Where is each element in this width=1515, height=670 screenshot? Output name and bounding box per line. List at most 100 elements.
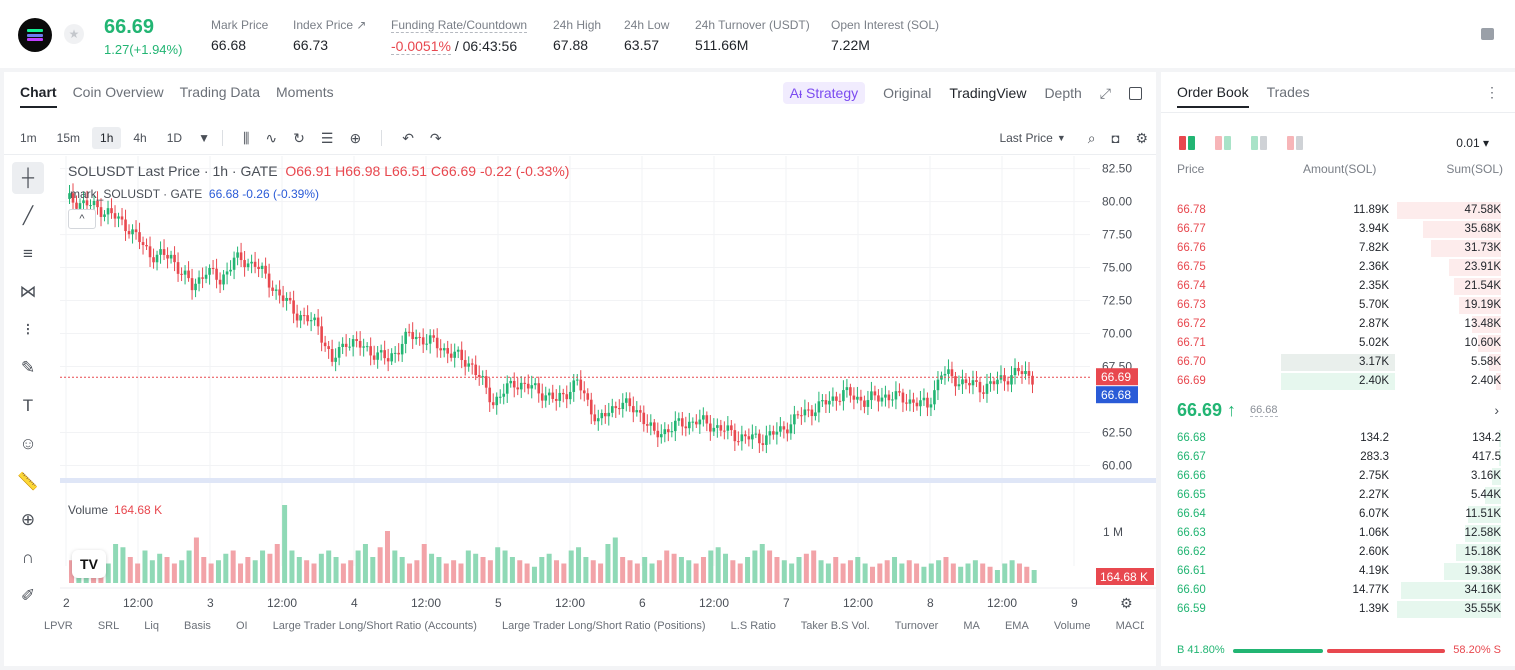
- timeframe-1d[interactable]: 1D: [166, 131, 183, 145]
- bid-row[interactable]: 66.59 1.39K 35.55K: [1161, 600, 1515, 619]
- tab-tradingview[interactable]: TradingView: [949, 85, 1027, 101]
- ask-row[interactable]: 66.73 5.70K 19.19K: [1161, 296, 1515, 315]
- indicator-ls-ratio[interactable]: L.S Ratio: [730, 620, 776, 632]
- tab-original[interactable]: Original: [883, 85, 932, 101]
- indicator-icon[interactable]: ∿: [265, 129, 278, 146]
- tab-chart[interactable]: Chart: [20, 84, 57, 108]
- ask-row[interactable]: 66.74 2.35K 21.54K: [1161, 277, 1515, 296]
- stat-funding-rate[interactable]: Funding Rate/Countdown -0.0051% / 06:43:…: [391, 18, 528, 55]
- candle-body: [274, 289, 278, 291]
- view-both-icon[interactable]: [1179, 136, 1195, 150]
- indicator-oi[interactable]: OI: [236, 620, 248, 632]
- indicator-large-trader-accounts[interactable]: Large Trader Long/Short Ratio (Accounts): [272, 620, 477, 632]
- zoom-in-icon[interactable]: ⊕: [20, 510, 36, 529]
- favorite-star-icon[interactable]: ★: [64, 24, 84, 44]
- replay-icon[interactable]: ↻: [293, 129, 305, 146]
- bid-row[interactable]: 66.66 2.75K 3.16K: [1161, 467, 1515, 486]
- timeframe-15m[interactable]: 15m: [56, 131, 81, 145]
- text-icon[interactable]: T: [22, 396, 34, 415]
- indicator-volume[interactable]: Volume: [1053, 620, 1091, 632]
- stat-mark-price: Mark Price 66.68: [211, 18, 269, 53]
- ask-row[interactable]: 66.78 11.89K 47.58K: [1161, 201, 1515, 220]
- candle-body: [99, 207, 103, 217]
- volume-bar: [384, 531, 390, 583]
- timeframe-4h[interactable]: 4h: [133, 131, 147, 145]
- bid-row[interactable]: 66.68 134.2 134.2: [1161, 429, 1515, 448]
- indicator-taker-bs-vol[interactable]: Taker B.S Vol.: [800, 620, 870, 632]
- candle-type-icon[interactable]: ⫼: [242, 129, 250, 146]
- redo-icon[interactable]: ↷: [429, 129, 442, 146]
- indicator-basis[interactable]: Basis: [184, 620, 211, 632]
- price-type-select[interactable]: Last Price: [999, 131, 1053, 145]
- search-icon[interactable]: ⌕: [1087, 129, 1096, 146]
- bid-row[interactable]: 66.63 1.06K 12.58K: [1161, 524, 1515, 543]
- indicator-srl[interactable]: SRL: [97, 620, 120, 632]
- collapse-legend-button[interactable]: ^: [68, 209, 96, 229]
- more-vertical-icon[interactable]: ⋮: [1485, 84, 1499, 100]
- tab-trading-data[interactable]: Trading Data: [179, 84, 261, 100]
- emoji-icon[interactable]: ☺: [19, 434, 37, 453]
- ask-row[interactable]: 66.75 2.36K 23.91K: [1161, 258, 1515, 277]
- timeframe-1m[interactable]: 1m: [20, 131, 37, 145]
- pattern-icon[interactable]: ⋈: [19, 282, 37, 301]
- horizontal-lines-icon[interactable]: ≡: [23, 244, 33, 263]
- layout-icon[interactable]: [1129, 86, 1142, 100]
- timeframe-1h[interactable]: 1h: [92, 127, 122, 149]
- strategy-button[interactable]: Aᵻ Strategy: [782, 82, 866, 104]
- gear-icon[interactable]: ⚙: [1135, 129, 1148, 146]
- indicator-turnover[interactable]: Turnover: [894, 620, 939, 632]
- ask-row[interactable]: 66.69 2.40K 2.40K: [1161, 372, 1515, 391]
- pencil-lock-icon[interactable]: ✐: [20, 586, 36, 605]
- undo-icon[interactable]: ↶: [402, 129, 414, 146]
- price-chart[interactable]: 82.5080.0077.5075.0072.5070.0067.5062.50…: [60, 156, 1156, 618]
- tab-depth[interactable]: Depth: [1044, 85, 1082, 101]
- candle-body: [306, 315, 309, 322]
- magnet-icon[interactable]: ∩: [21, 548, 35, 567]
- view-asks-bids-icon[interactable]: [1215, 136, 1231, 150]
- candle-body: [519, 382, 523, 390]
- timeframe-dropdown-icon[interactable]: ▼: [198, 131, 210, 145]
- bid-row[interactable]: 66.67 283.3 417.5: [1161, 448, 1515, 467]
- chevron-down-icon[interactable]: ▼: [1056, 133, 1066, 143]
- tab-order-book[interactable]: Order Book: [1177, 84, 1249, 108]
- indicator-ema[interactable]: EMA: [1004, 620, 1029, 632]
- ask-row[interactable]: 66.72 2.87K 13.48K: [1161, 315, 1515, 334]
- indicator-large-trader-positions[interactable]: Large Trader Long/Short Ratio (Positions…: [501, 620, 706, 632]
- fib-icon[interactable]: ⁝: [25, 320, 31, 339]
- ask-row[interactable]: 66.77 3.94K 35.68K: [1161, 220, 1515, 239]
- candle-body: [418, 336, 421, 338]
- book-icon[interactable]: [1481, 28, 1494, 40]
- view-bids-icon[interactable]: [1251, 136, 1267, 150]
- bid-row[interactable]: 66.64 6.07K 11.51K: [1161, 505, 1515, 524]
- chevron-right-icon[interactable]: ›: [1494, 402, 1499, 418]
- bid-row[interactable]: 66.65 2.27K 5.44K: [1161, 486, 1515, 505]
- stat-index-price[interactable]: Index Price ↗ 66.73: [293, 18, 367, 53]
- trendline-icon[interactable]: ╱: [22, 206, 34, 225]
- tab-coin-overview[interactable]: Coin Overview: [72, 84, 164, 100]
- tab-moments[interactable]: Moments: [276, 84, 334, 100]
- ask-row[interactable]: 66.76 7.82K 31.73K: [1161, 239, 1515, 258]
- ruler-icon[interactable]: 📏: [17, 472, 39, 491]
- indicator-ma[interactable]: MA: [963, 620, 980, 632]
- bid-row[interactable]: 66.61 4.19K 19.38K: [1161, 562, 1515, 581]
- brush-icon[interactable]: ✎: [20, 358, 36, 377]
- crosshair-icon[interactable]: ┼: [12, 162, 44, 194]
- bid-row[interactable]: 66.62 2.60K 15.18K: [1161, 543, 1515, 562]
- indicator-macd[interactable]: MACD: [1115, 620, 1144, 632]
- tab-trades[interactable]: Trades: [1266, 84, 1310, 100]
- candle-body: [92, 200, 96, 206]
- volume-bar: [730, 560, 736, 583]
- indicator-lpvr[interactable]: LPVR: [44, 620, 73, 632]
- camera-icon[interactable]: ◘: [1111, 130, 1120, 146]
- template-icon[interactable]: ☰: [320, 129, 334, 146]
- axis-settings-icon[interactable]: ⚙: [1120, 596, 1133, 612]
- last-price-tag-label: 66.69: [1101, 370, 1131, 384]
- bid-row[interactable]: 66.60 14.77K 34.16K: [1161, 581, 1515, 600]
- ask-row[interactable]: 66.71 5.02K 10.60K: [1161, 334, 1515, 353]
- indicator-liq[interactable]: Liq: [144, 620, 159, 632]
- add-indicator-icon[interactable]: ⊕: [349, 129, 362, 146]
- expand-icon[interactable]: ⤢: [1099, 84, 1111, 101]
- precision-select[interactable]: 0.01 ▾: [1456, 136, 1489, 150]
- ask-row[interactable]: 66.70 3.17K 5.58K: [1161, 353, 1515, 372]
- view-asks-icon[interactable]: [1287, 136, 1303, 150]
